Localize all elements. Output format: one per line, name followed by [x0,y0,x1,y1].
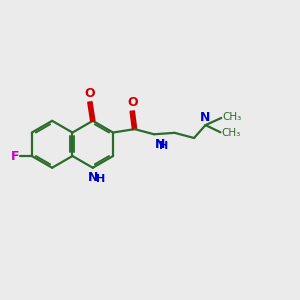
Text: F: F [11,149,19,163]
Text: O: O [85,87,95,100]
Text: CH₃: CH₃ [222,112,242,122]
Text: CH₃: CH₃ [221,128,241,138]
Text: O: O [127,96,138,109]
Text: N: N [155,138,166,151]
Text: N: N [88,171,98,184]
Text: N: N [200,111,211,124]
Text: H: H [97,174,106,184]
Text: H: H [159,141,168,151]
